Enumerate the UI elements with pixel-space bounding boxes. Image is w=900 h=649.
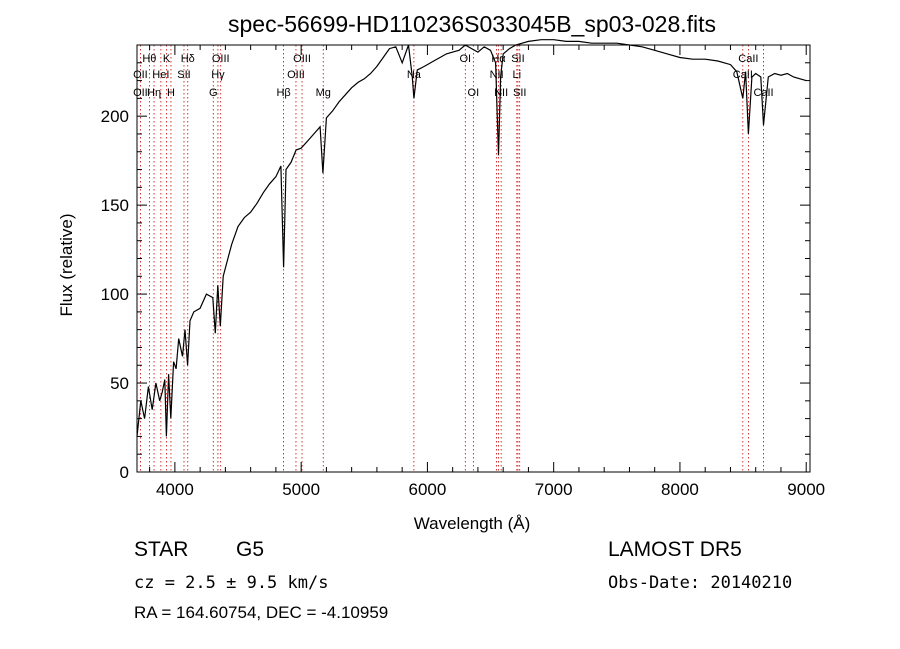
survey-name: LAMOST DR5 <box>608 538 742 561</box>
spectrum-line <box>136 39 807 437</box>
x-tick-label: 5000 <box>282 480 320 499</box>
line-markers <box>140 45 764 472</box>
y-tick-label: 50 <box>110 374 129 393</box>
line-label: HeI <box>152 69 169 81</box>
y-tick-label: 100 <box>101 285 129 304</box>
x-tick-label: 7000 <box>535 480 573 499</box>
line-label: G <box>209 87 218 99</box>
line-label: OI <box>468 87 480 99</box>
line-label: CaII <box>753 87 773 99</box>
y-tick-label: 0 <box>120 463 129 482</box>
y-axis-ticks: 0 50 100 150 200 <box>101 62 810 482</box>
object-class: G5 <box>236 538 265 561</box>
line-label: Na <box>407 69 422 81</box>
line-label: SII <box>177 69 190 81</box>
line-label: OIII <box>212 53 230 65</box>
x-tick-label: 6000 <box>408 480 446 499</box>
line-label: SII <box>513 87 526 99</box>
y-tick-label: 200 <box>101 107 129 126</box>
line-label: SII <box>511 53 524 65</box>
spectrum-chart: spec-56699-HD110236S033045B_sp03-028.fit… <box>57 11 825 533</box>
line-label: Hγ <box>211 69 225 81</box>
coordinates: RA = 164.60754, DEC = -4.10959 <box>134 603 389 622</box>
line-label: Hβ <box>276 87 290 99</box>
x-tick-label: 8000 <box>661 480 699 499</box>
object-type: STAR <box>134 538 189 561</box>
line-label: OIII <box>293 53 311 65</box>
line-label: K <box>163 53 171 65</box>
line-label: H <box>167 87 175 99</box>
redshift-value: cz = 2.5 ± 9.5 km/s <box>134 573 329 593</box>
line-label: NII <box>494 87 508 99</box>
line-label: Hδ <box>181 53 195 65</box>
y-tick-label: 150 <box>101 196 129 215</box>
line-label: Hθ <box>142 53 156 65</box>
line-label: OIII <box>287 69 305 81</box>
line-label: Li <box>513 69 522 81</box>
observation-date: Obs-Date: 20140210 <box>608 573 793 593</box>
line-label: OII <box>133 69 148 81</box>
x-tick-label: 4000 <box>156 480 194 499</box>
x-axis-label: Wavelength (Å) <box>414 514 531 533</box>
line-label: OI <box>459 53 471 65</box>
line-label: OII <box>133 87 148 99</box>
line-label: Hη <box>147 87 161 99</box>
x-axis-ticks: 4000 5000 6000 7000 8000 9000 <box>149 45 825 499</box>
line-label: Mg <box>316 87 331 99</box>
chart-title: spec-56699-HD110236S033045B_sp03-028.fit… <box>228 11 716 37</box>
x-tick-label: 9000 <box>787 480 825 499</box>
y-axis-label: Flux (relative) <box>57 214 76 317</box>
line-labels: Hθ OII OII K HeI Hη H Hδ SII OIII Hγ G Hβ OIII OIII Mg N… <box>133 53 774 99</box>
line-label: CaII <box>738 53 758 65</box>
